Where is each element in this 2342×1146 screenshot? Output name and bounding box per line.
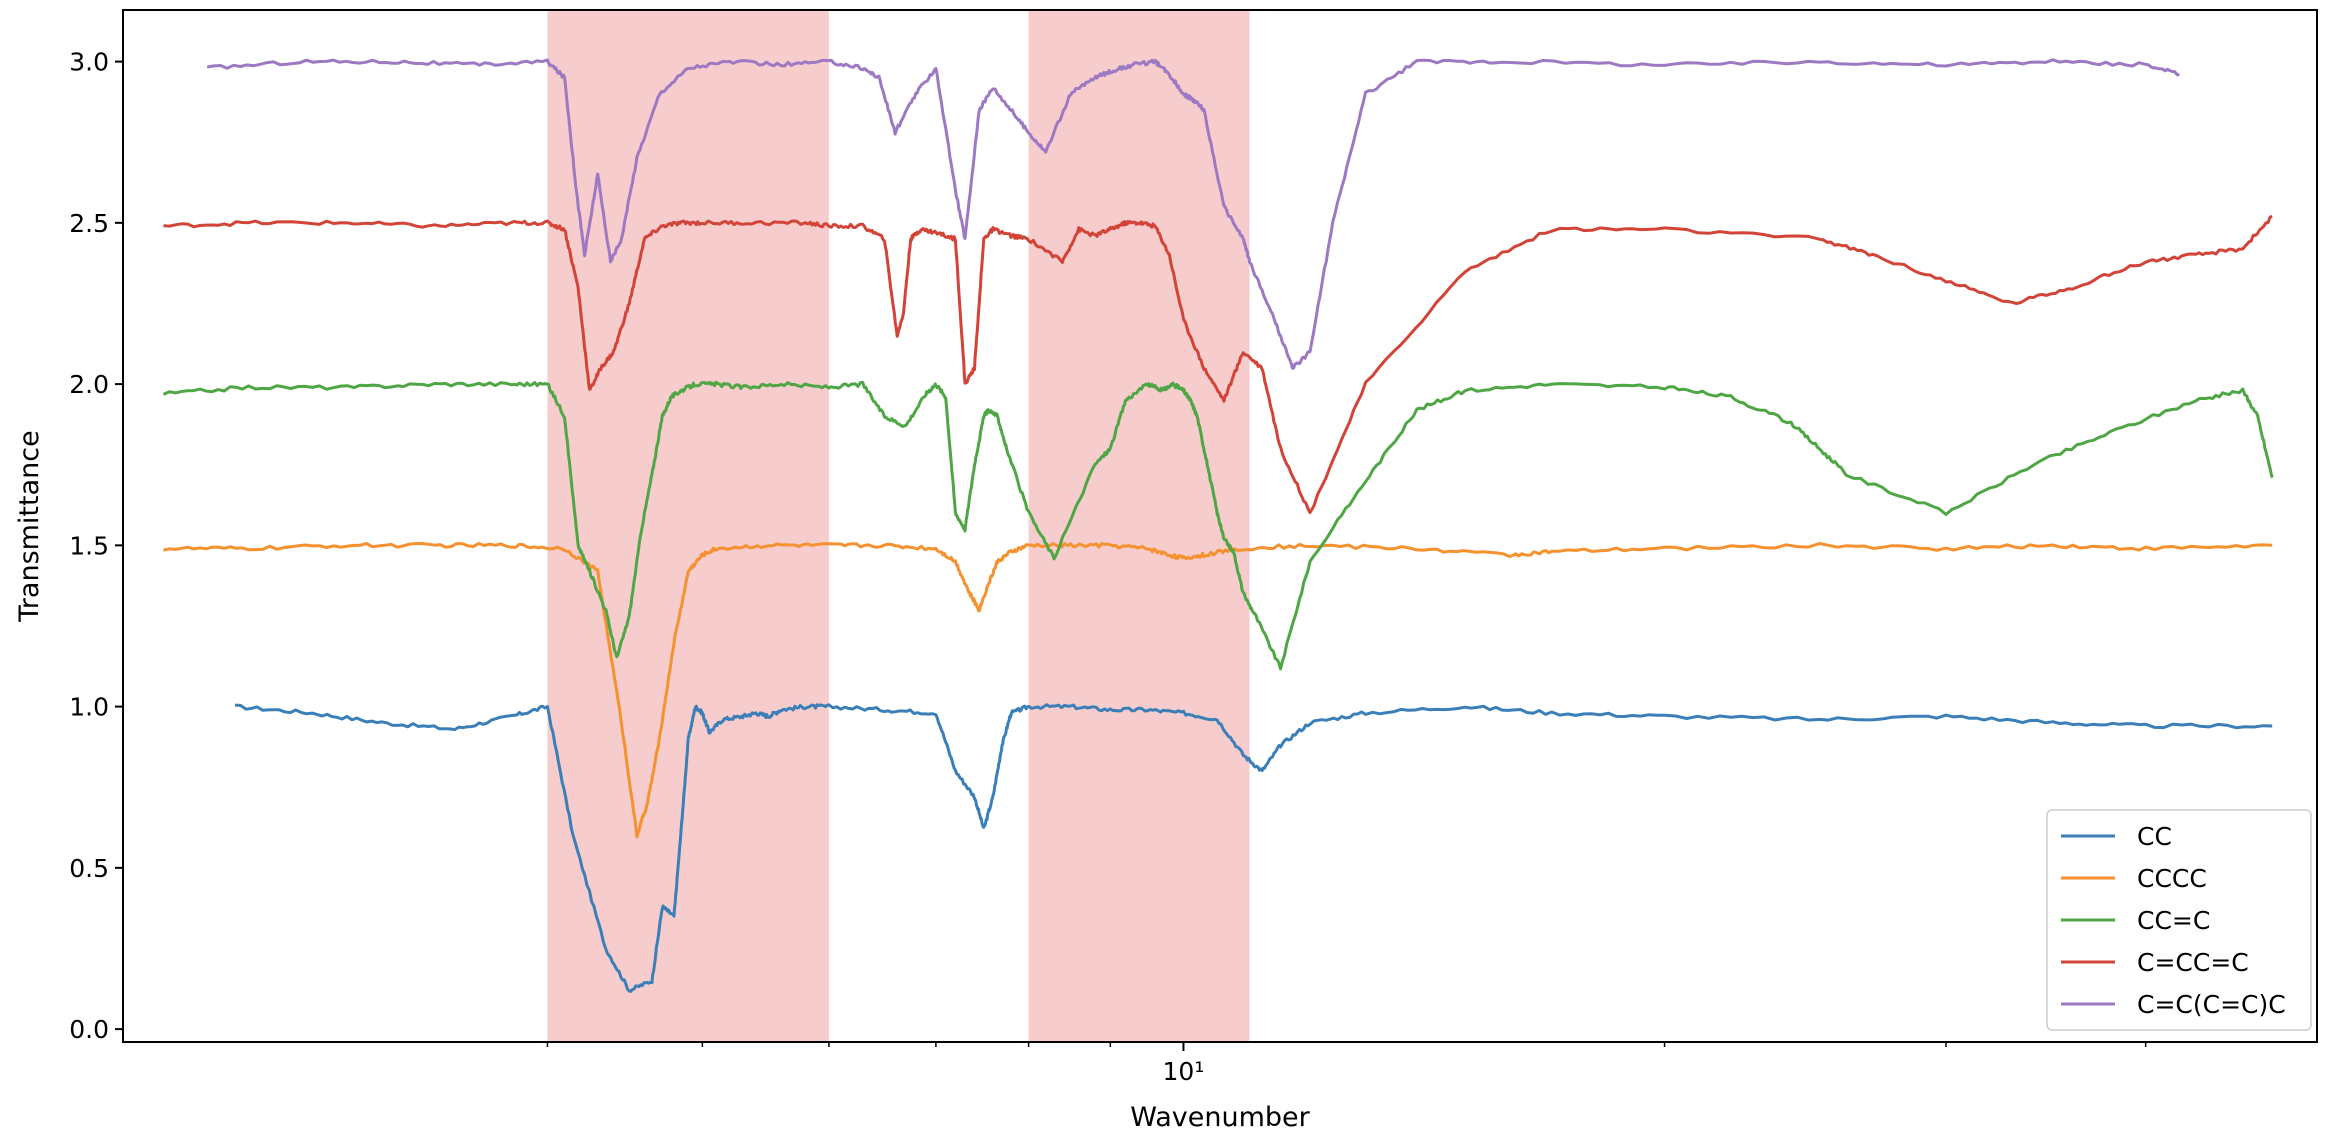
plot-frame bbox=[122, 9, 2318, 1043]
legend-label: C=CC=C bbox=[2137, 948, 2249, 977]
legend-label: C=C(C=C)C bbox=[2137, 990, 2286, 1019]
legend-label: CC bbox=[2137, 822, 2172, 851]
series-lines bbox=[162, 58, 2274, 993]
highlight-region-1 bbox=[547, 10, 829, 1042]
x-axis-ticks: 10¹ bbox=[546, 1042, 2147, 1086]
highlight-region-2 bbox=[1028, 10, 1250, 1042]
y-tick-label: 1.5 bbox=[69, 531, 109, 560]
x-tick-label: 10¹ bbox=[1163, 1057, 1205, 1086]
y-axis-label: Transmittance bbox=[14, 430, 45, 622]
y-tick-label: 0.5 bbox=[69, 854, 109, 883]
highlight-regions bbox=[547, 10, 1250, 1042]
series-line-4 bbox=[163, 214, 2273, 514]
x-axis-label: Wavenumber bbox=[1130, 1102, 1310, 1133]
series-line-2 bbox=[163, 542, 2273, 839]
legend-box bbox=[2046, 809, 2312, 1031]
series-line-3 bbox=[162, 380, 2274, 671]
y-tick-label: 1.0 bbox=[69, 693, 109, 722]
y-tick-label: 3.0 bbox=[69, 48, 109, 77]
series-line-1 bbox=[234, 703, 2273, 993]
legend-label: CC=C bbox=[2137, 906, 2210, 935]
y-tick-label: 0.0 bbox=[69, 1015, 109, 1044]
y-tick-label: 2.0 bbox=[69, 370, 109, 399]
series-line-5 bbox=[206, 58, 2180, 370]
y-axis-ticks: 0.0 0.5 1.0 1.5 2.0 2.5 3.0 bbox=[69, 48, 123, 1044]
legend-label: CCCC bbox=[2137, 864, 2207, 893]
y-tick-label: 2.5 bbox=[69, 209, 109, 238]
